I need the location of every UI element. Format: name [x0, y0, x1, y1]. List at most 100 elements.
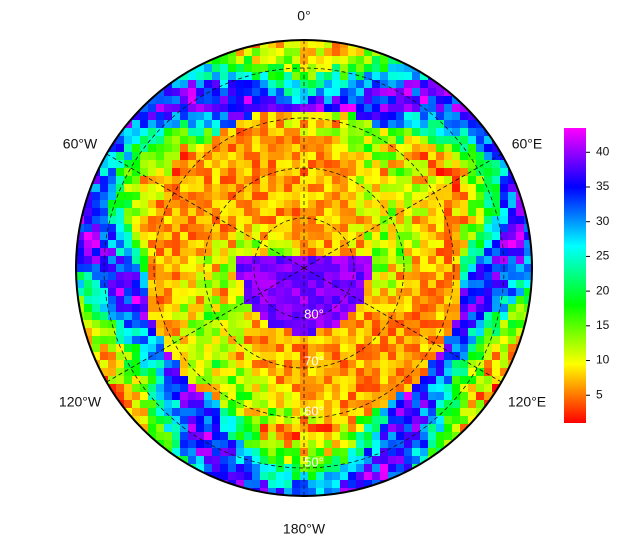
field-cell [444, 392, 453, 401]
field-cell [396, 312, 405, 321]
field-cell [348, 416, 357, 425]
field-cell [412, 232, 421, 241]
field-cell [292, 272, 301, 281]
field-cell [388, 80, 397, 89]
field-cell [108, 160, 117, 169]
field-cell [92, 264, 101, 273]
field-cell [124, 256, 133, 265]
field-cell [204, 304, 213, 313]
field-cell [172, 408, 181, 417]
field-cell [492, 344, 501, 353]
field-cell [516, 288, 525, 297]
field-cell [252, 464, 261, 473]
field-cell [484, 176, 493, 185]
field-cell [500, 312, 509, 321]
field-cell [244, 216, 253, 225]
field-cell [484, 360, 493, 369]
field-cell [260, 352, 269, 361]
field-cell [204, 72, 213, 81]
field-cell [340, 128, 349, 137]
field-cell [188, 240, 197, 249]
field-cell [228, 488, 237, 496]
field-cell [100, 192, 109, 201]
field-cell [188, 224, 197, 233]
field-cell [268, 48, 277, 57]
field-cell [324, 432, 333, 441]
field-cell [324, 384, 333, 393]
field-cell [204, 384, 213, 393]
field-cell [348, 256, 357, 265]
field-cell [228, 296, 237, 305]
field-cell [452, 152, 461, 161]
field-cell [348, 280, 357, 289]
field-cell [116, 384, 125, 393]
field-cell [388, 328, 397, 337]
field-cell [124, 272, 133, 281]
field-cell [156, 208, 165, 217]
field-cell [260, 144, 269, 153]
field-cell [348, 320, 357, 329]
field-cell [148, 232, 157, 241]
field-cell [116, 216, 125, 225]
field-cell [492, 384, 501, 393]
field-cell [324, 408, 333, 417]
field-cell [372, 368, 381, 377]
field-cell [308, 176, 317, 185]
field-cell [284, 160, 293, 169]
field-cell [228, 192, 237, 201]
field-cell [164, 200, 173, 209]
field-cell [444, 312, 453, 321]
field-cell [444, 144, 453, 153]
lon-label: 0° [297, 8, 310, 24]
field-cell [300, 224, 309, 233]
field-cell [324, 80, 333, 89]
field-cell [204, 256, 213, 265]
field-cell [468, 304, 477, 313]
field-cell [364, 336, 373, 345]
field-cell [500, 368, 509, 377]
field-cell [140, 376, 149, 385]
field-cell [380, 256, 389, 265]
field-cell [188, 288, 197, 297]
field-cell [388, 352, 397, 361]
field-cell [292, 232, 301, 241]
field-cell [284, 392, 293, 401]
field-cell [116, 312, 125, 321]
field-cell [196, 88, 205, 97]
field-cell [220, 416, 229, 425]
field-cell [444, 368, 453, 377]
field-cell [428, 432, 437, 441]
colorbar-label: 15 [596, 318, 610, 332]
field-cell [324, 360, 333, 369]
field-cell [340, 464, 349, 473]
field-cell [156, 376, 165, 385]
field-cell [324, 488, 333, 496]
field-cell [300, 416, 309, 425]
field-cell [228, 144, 237, 153]
field-cell [236, 104, 245, 113]
field-cell [476, 208, 485, 217]
field-cell [244, 272, 253, 281]
field-cell [268, 72, 277, 81]
field-cell [340, 160, 349, 169]
lon-label: 60°E [512, 136, 543, 152]
field-cell [300, 480, 309, 489]
field-cell [292, 96, 301, 105]
field-cell [132, 192, 141, 201]
field-cell [228, 272, 237, 281]
field-cell [228, 328, 237, 337]
field-cell [460, 352, 469, 361]
field-cell [436, 88, 445, 97]
field-cell [188, 80, 197, 89]
field-cell [420, 384, 429, 393]
field-cell [84, 232, 93, 241]
field-cell [244, 152, 253, 161]
field-cell [212, 136, 221, 145]
field-cell [100, 352, 109, 361]
field-cell [420, 176, 429, 185]
field-cell [364, 440, 373, 449]
field-cell [244, 64, 253, 73]
field-cell [420, 352, 429, 361]
field-cell [116, 192, 125, 201]
